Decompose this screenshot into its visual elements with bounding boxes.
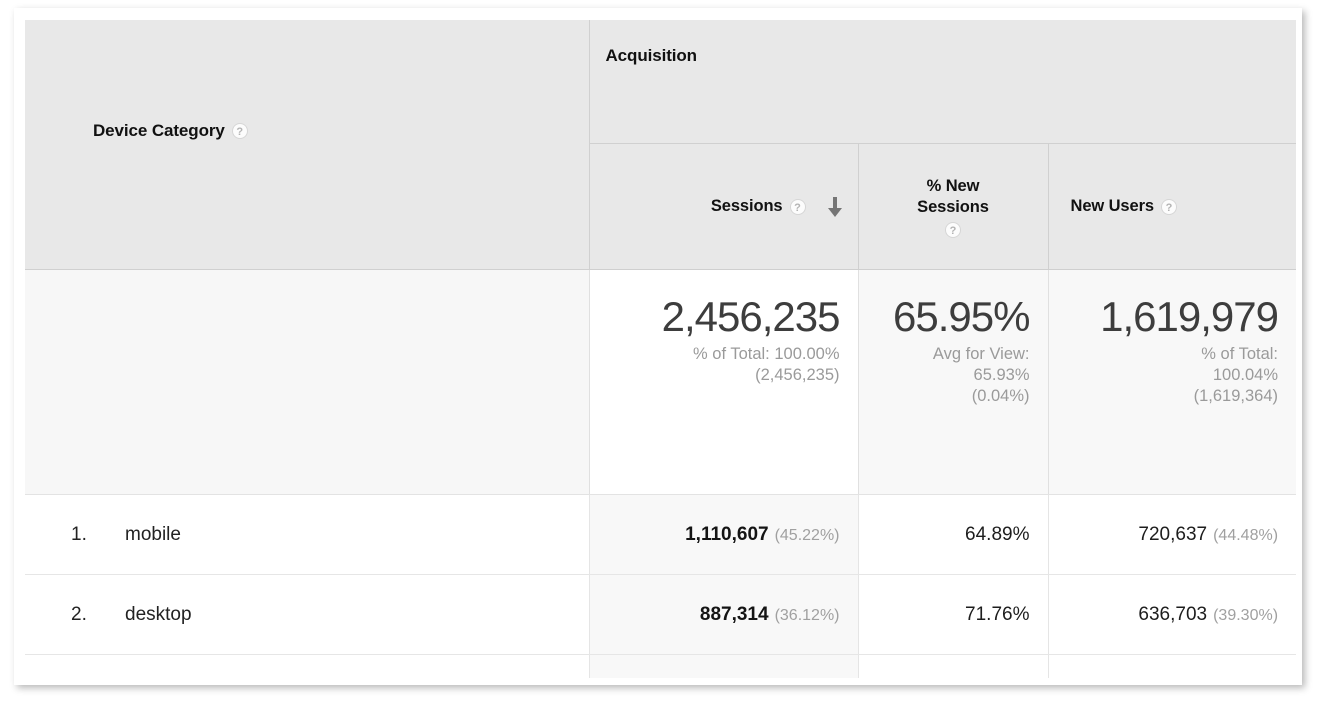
dimension-header-inner: Device Category? xyxy=(25,20,589,242)
question-mark-icon[interactable]: ? xyxy=(789,198,806,215)
dimension-header-cell[interactable]: Device Category? xyxy=(25,20,589,270)
sessions-header-label: Sessions xyxy=(710,197,783,215)
question-mark-icon[interactable]: ? xyxy=(231,123,248,139)
summary-row: 2,456,235 % of Total: 100.00% (2,456,235… xyxy=(25,269,1296,495)
row-pct-new-sessions-cell: 71.76% xyxy=(857,574,1048,655)
pct-new-sessions-header-line2: Sessions xyxy=(917,197,989,216)
table-row[interactable]: 2. desktop 887,314 (36.12%) 71.76% 636,703… xyxy=(25,574,1296,655)
summary-pct-new-sessions-cell: 65.95% Avg for View: 65.93% (0.04%) xyxy=(857,269,1048,495)
row-sessions-cell: 887,314 (36.12%) xyxy=(588,574,858,655)
column-header-pct-new-sessions[interactable]: % New Sessions ? xyxy=(857,143,1048,270)
row-pct-new-sessions-value: 64.89% xyxy=(965,523,1030,545)
table-body: 2,456,235 % of Total: 100.00% (2,456,235… xyxy=(25,269,1296,678)
table-header: Device Category? Acquisition Sessions? xyxy=(25,20,1296,270)
summary-new-users-cell: 1,619,979 % of Total: 100.04% (1,619,364… xyxy=(1047,269,1296,495)
new-users-header-label: New Users xyxy=(1070,197,1155,215)
row-index: 2. xyxy=(71,603,87,625)
column-header-row: Sessions? % New Sessions ? xyxy=(25,143,1296,270)
row-dimension-cell: 2. desktop xyxy=(25,574,589,655)
row-sessions-value: 1,110,607 xyxy=(685,523,769,545)
new-users-header-group: New Users? xyxy=(1071,196,1177,217)
row-pct-new-sessions-cell: 57.31% xyxy=(857,654,1048,678)
table-row[interactable]: 3.tablet 458,314(18.66%) 57.31% 262,639(… xyxy=(25,654,1296,678)
row-dimension-cell: 1. mobile xyxy=(25,494,589,575)
table-row[interactable]: 1. mobile 1,110,607 (45.22%) 64.89% 720,63… xyxy=(25,494,1296,575)
row-new-users-cell: 720,637 (44.48%) xyxy=(1047,494,1296,575)
report-card: Device Category? Acquisition Sessions? xyxy=(14,8,1302,685)
row-pct-new-sessions-value: 71.76% xyxy=(965,603,1030,625)
row-new-users-value: 720,637 xyxy=(1138,523,1208,545)
arrow-shaft xyxy=(832,196,837,210)
summary-sessions-subtext: % of Total: 100.00% (2,456,235) xyxy=(693,345,840,384)
row-index: 1. xyxy=(71,523,87,545)
device-category-acquisition-table: Device Category? Acquisition Sessions? xyxy=(25,20,1296,678)
summary-sessions-value: 2,456,235 xyxy=(661,293,841,340)
sessions-header-group: Sessions? xyxy=(711,196,806,217)
row-sessions-pct: (36.12%) xyxy=(774,606,840,624)
row-sessions-pct: (45.22%) xyxy=(774,526,840,544)
group-header-row: Device Category? Acquisition xyxy=(25,20,1296,270)
group-header-label: Acquisition xyxy=(605,46,698,65)
row-pct-new-sessions-cell: 64.89% xyxy=(857,494,1048,575)
summary-pct-new-sessions-value: 65.95% xyxy=(893,293,1030,340)
row-dimension-cell: 3.tablet xyxy=(25,654,589,678)
arrow-head xyxy=(827,207,842,217)
question-mark-icon[interactable]: ? xyxy=(1160,198,1177,215)
dimension-header-label: Device Category xyxy=(93,121,225,140)
pct-new-sessions-header-line1: % New xyxy=(926,176,980,195)
summary-pct-new-sessions-subtext: Avg for View: 65.93% (0.04%) xyxy=(932,345,1030,405)
group-header-acquisition: Acquisition xyxy=(588,20,1296,144)
column-header-new-users[interactable]: New Users? xyxy=(1047,143,1296,270)
row-sessions-cell: 1,110,607 (45.22%) xyxy=(588,494,858,575)
row-new-users-value: 636,703 xyxy=(1138,603,1208,625)
row-sessions-cell: 458,314(18.66%) xyxy=(588,654,858,678)
row-label[interactable]: desktop xyxy=(125,603,192,625)
row-new-users-cell: 636,703 (39.30%) xyxy=(1047,574,1296,655)
table-viewport: Device Category? Acquisition Sessions? xyxy=(25,20,1296,678)
summary-new-users-value: 1,619,979 xyxy=(1100,293,1279,340)
sort-descending-arrow-icon[interactable] xyxy=(827,196,842,217)
summary-new-users-subtext: % of Total: 100.04% (1,619,364) xyxy=(1193,345,1279,405)
pct-new-sessions-header-group: % New Sessions ? xyxy=(917,176,989,238)
question-mark-icon[interactable]: ? xyxy=(945,221,961,238)
row-new-users-pct: (39.30%) xyxy=(1213,606,1279,624)
row-new-users-cell: 262,639(16.21%) xyxy=(1047,654,1296,678)
row-new-users-pct: (44.48%) xyxy=(1213,526,1279,544)
row-sessions-value: 887,314 xyxy=(699,603,769,625)
summary-dimension-cell xyxy=(25,269,589,495)
column-header-sessions[interactable]: Sessions? xyxy=(588,143,858,270)
row-label[interactable]: mobile xyxy=(125,523,181,545)
summary-sessions-cell: 2,456,235 % of Total: 100.00% (2,456,235… xyxy=(588,269,858,495)
